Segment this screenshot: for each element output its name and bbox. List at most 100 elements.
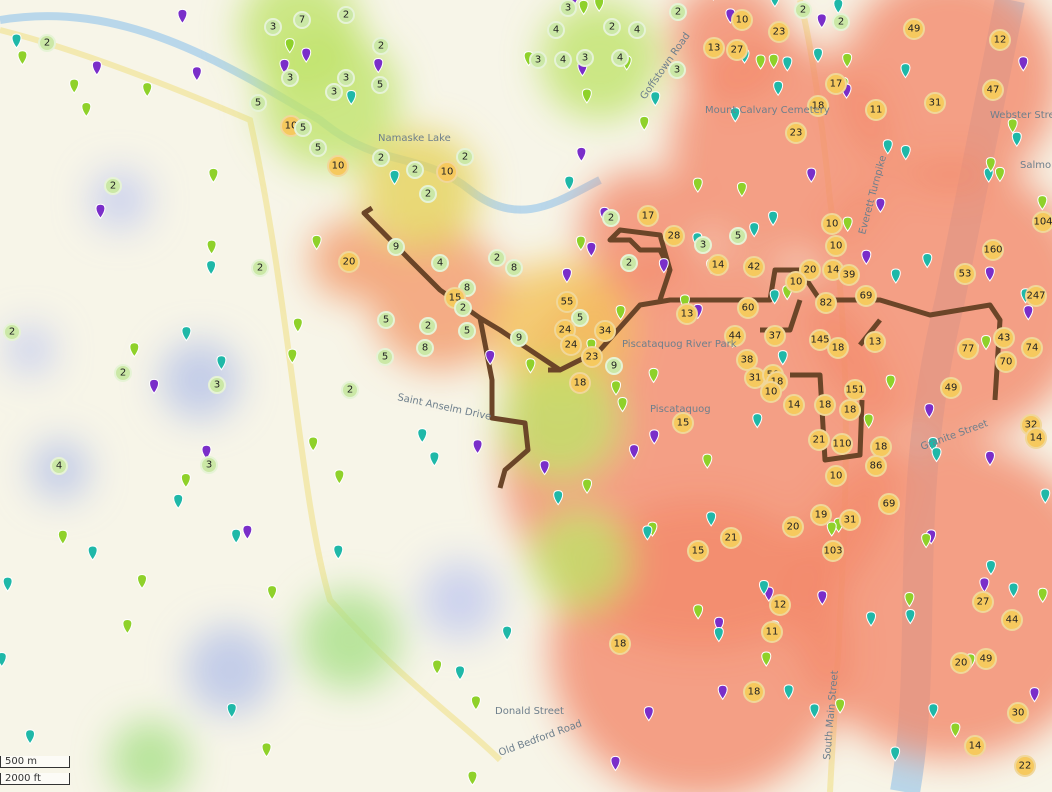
cluster-marker (376, 348, 394, 366)
cluster-count: 4 (553, 25, 559, 36)
cluster-marker (726, 39, 748, 61)
pin (575, 235, 586, 251)
pin (658, 258, 669, 274)
cluster-count: 23 (586, 352, 599, 363)
cluster-marker (556, 291, 578, 313)
cluster-count: 27 (731, 45, 744, 56)
pin (950, 722, 961, 738)
cluster-count: 37 (769, 331, 782, 342)
cluster-marker (815, 292, 837, 314)
cluster-count: 22 (1019, 761, 1032, 772)
cluster-marker (694, 236, 712, 254)
place-label: Saint Anselm Drive (396, 392, 492, 423)
cluster-count: 5 (315, 143, 321, 154)
pin (692, 177, 703, 193)
pin (206, 260, 217, 276)
pin (231, 528, 242, 545)
pin (768, 210, 779, 227)
cluster-marker (822, 540, 844, 562)
cluster-marker (839, 509, 861, 531)
cluster-count: 2 (838, 17, 844, 28)
cluster-count: 5 (735, 231, 741, 242)
cluster-count: 8 (464, 283, 470, 294)
cluster-count: 10 (441, 167, 454, 178)
cluster-marker (249, 94, 267, 112)
cluster-marker (761, 621, 783, 643)
pin (1023, 305, 1034, 321)
pin (472, 439, 483, 455)
cluster-count: 49 (980, 654, 993, 665)
cluster-marker (865, 99, 887, 121)
pin (813, 47, 823, 64)
cluster-count: 5 (255, 98, 261, 109)
cluster-count: 10 (332, 161, 345, 172)
cluster-marker (972, 591, 994, 613)
cluster-count: 3 (674, 65, 680, 76)
cluster-count: 3 (331, 87, 337, 98)
pin (736, 181, 747, 198)
pin (308, 436, 319, 452)
cluster-marker (785, 271, 807, 293)
pin (643, 706, 654, 722)
cluster-count: 10 (765, 387, 778, 398)
cluster-count: 15 (449, 293, 462, 304)
cluster-marker (637, 205, 659, 227)
scale-metric: 500 m (0, 756, 70, 768)
cluster-marker (406, 161, 424, 179)
pin (866, 611, 877, 627)
pin (95, 203, 106, 220)
pin (389, 169, 400, 186)
cluster-marker (50, 457, 68, 475)
cluster-marker (251, 259, 269, 277)
cluster-count: 20 (787, 522, 800, 533)
cluster-count: 10 (736, 15, 749, 26)
cluster-count: 20 (804, 265, 817, 276)
cluster-marker (668, 61, 686, 79)
pin (261, 742, 272, 758)
cluster-marker (419, 185, 437, 203)
cluster-marker (488, 249, 506, 267)
cluster-count: 18 (771, 377, 784, 388)
place-label: Webster Street (990, 110, 1052, 121)
place-label: Mount Calvary Cemetery (705, 105, 830, 116)
cluster-marker (808, 429, 830, 451)
cluster-count: 4 (437, 258, 443, 269)
cluster-marker (1007, 702, 1029, 724)
cluster-count: 21 (725, 533, 738, 544)
pin (485, 349, 496, 366)
pin (981, 334, 992, 351)
pin (576, 146, 587, 163)
cluster-marker (975, 648, 997, 670)
pin (137, 573, 148, 590)
cluster-count: 2 (343, 10, 349, 21)
cluster-marker (764, 325, 786, 347)
cluster-count: 17 (642, 211, 655, 222)
cluster-marker (737, 297, 759, 319)
place-label: Salmon (1020, 160, 1052, 171)
pin (758, 579, 769, 596)
cluster-count: 23 (790, 128, 803, 139)
cluster-marker (560, 334, 582, 356)
pin (180, 472, 191, 489)
cluster-marker (581, 346, 603, 368)
heat-blob (420, 560, 500, 640)
pin (922, 253, 933, 269)
cluster-count: 18 (748, 687, 761, 698)
pin (502, 625, 513, 641)
cluster-count: 2 (425, 321, 431, 332)
pin (783, 684, 794, 700)
cluster-marker (576, 49, 594, 67)
pin (1007, 118, 1018, 134)
pin (755, 54, 766, 70)
cluster-marker (554, 51, 572, 69)
pin (835, 698, 846, 714)
pin (649, 429, 660, 445)
pin (875, 197, 886, 214)
pin (985, 157, 996, 173)
heat-blob (110, 720, 190, 792)
cluster-marker (825, 73, 847, 95)
cluster-marker (200, 456, 218, 474)
cluster-marker (982, 79, 1004, 101)
pin (928, 703, 939, 719)
cluster-marker (372, 149, 390, 167)
